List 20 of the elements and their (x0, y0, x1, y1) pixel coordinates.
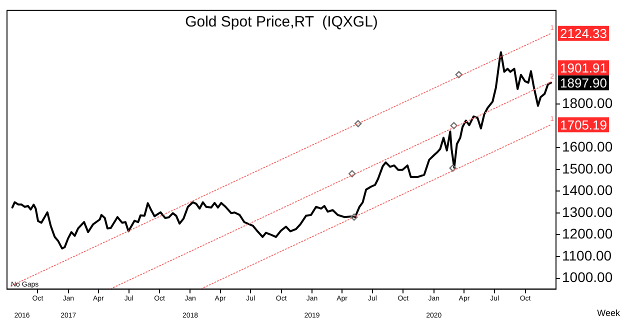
y-tick-label: 1200.00 (562, 226, 613, 242)
data-label: 1897.90 (560, 75, 607, 90)
y-tick-label: 1400.00 (562, 182, 613, 198)
point (348, 170, 356, 178)
y-tick-label: 1300.00 (562, 204, 613, 220)
y-tick-label: 1100.00 (562, 247, 612, 264)
chart-title: Gold Spot Price,RT (IQXGL) (185, 14, 378, 31)
y-tick-label: 1600.00 (562, 138, 613, 154)
point (354, 120, 362, 128)
data-label: 1705.19 (560, 117, 607, 132)
point (350, 214, 358, 221)
x-axis-title: Week (597, 308, 620, 318)
point (450, 122, 458, 130)
data-label: 1901.91 (560, 60, 607, 76)
point (455, 71, 462, 78)
point (449, 164, 456, 172)
y-tick-label: 1500.00 (562, 160, 613, 176)
data-label: 2124.33 (560, 26, 607, 41)
y-tick-label: 1000.00 (562, 269, 613, 286)
y-tick-label: 1800.00 (562, 94, 613, 111)
